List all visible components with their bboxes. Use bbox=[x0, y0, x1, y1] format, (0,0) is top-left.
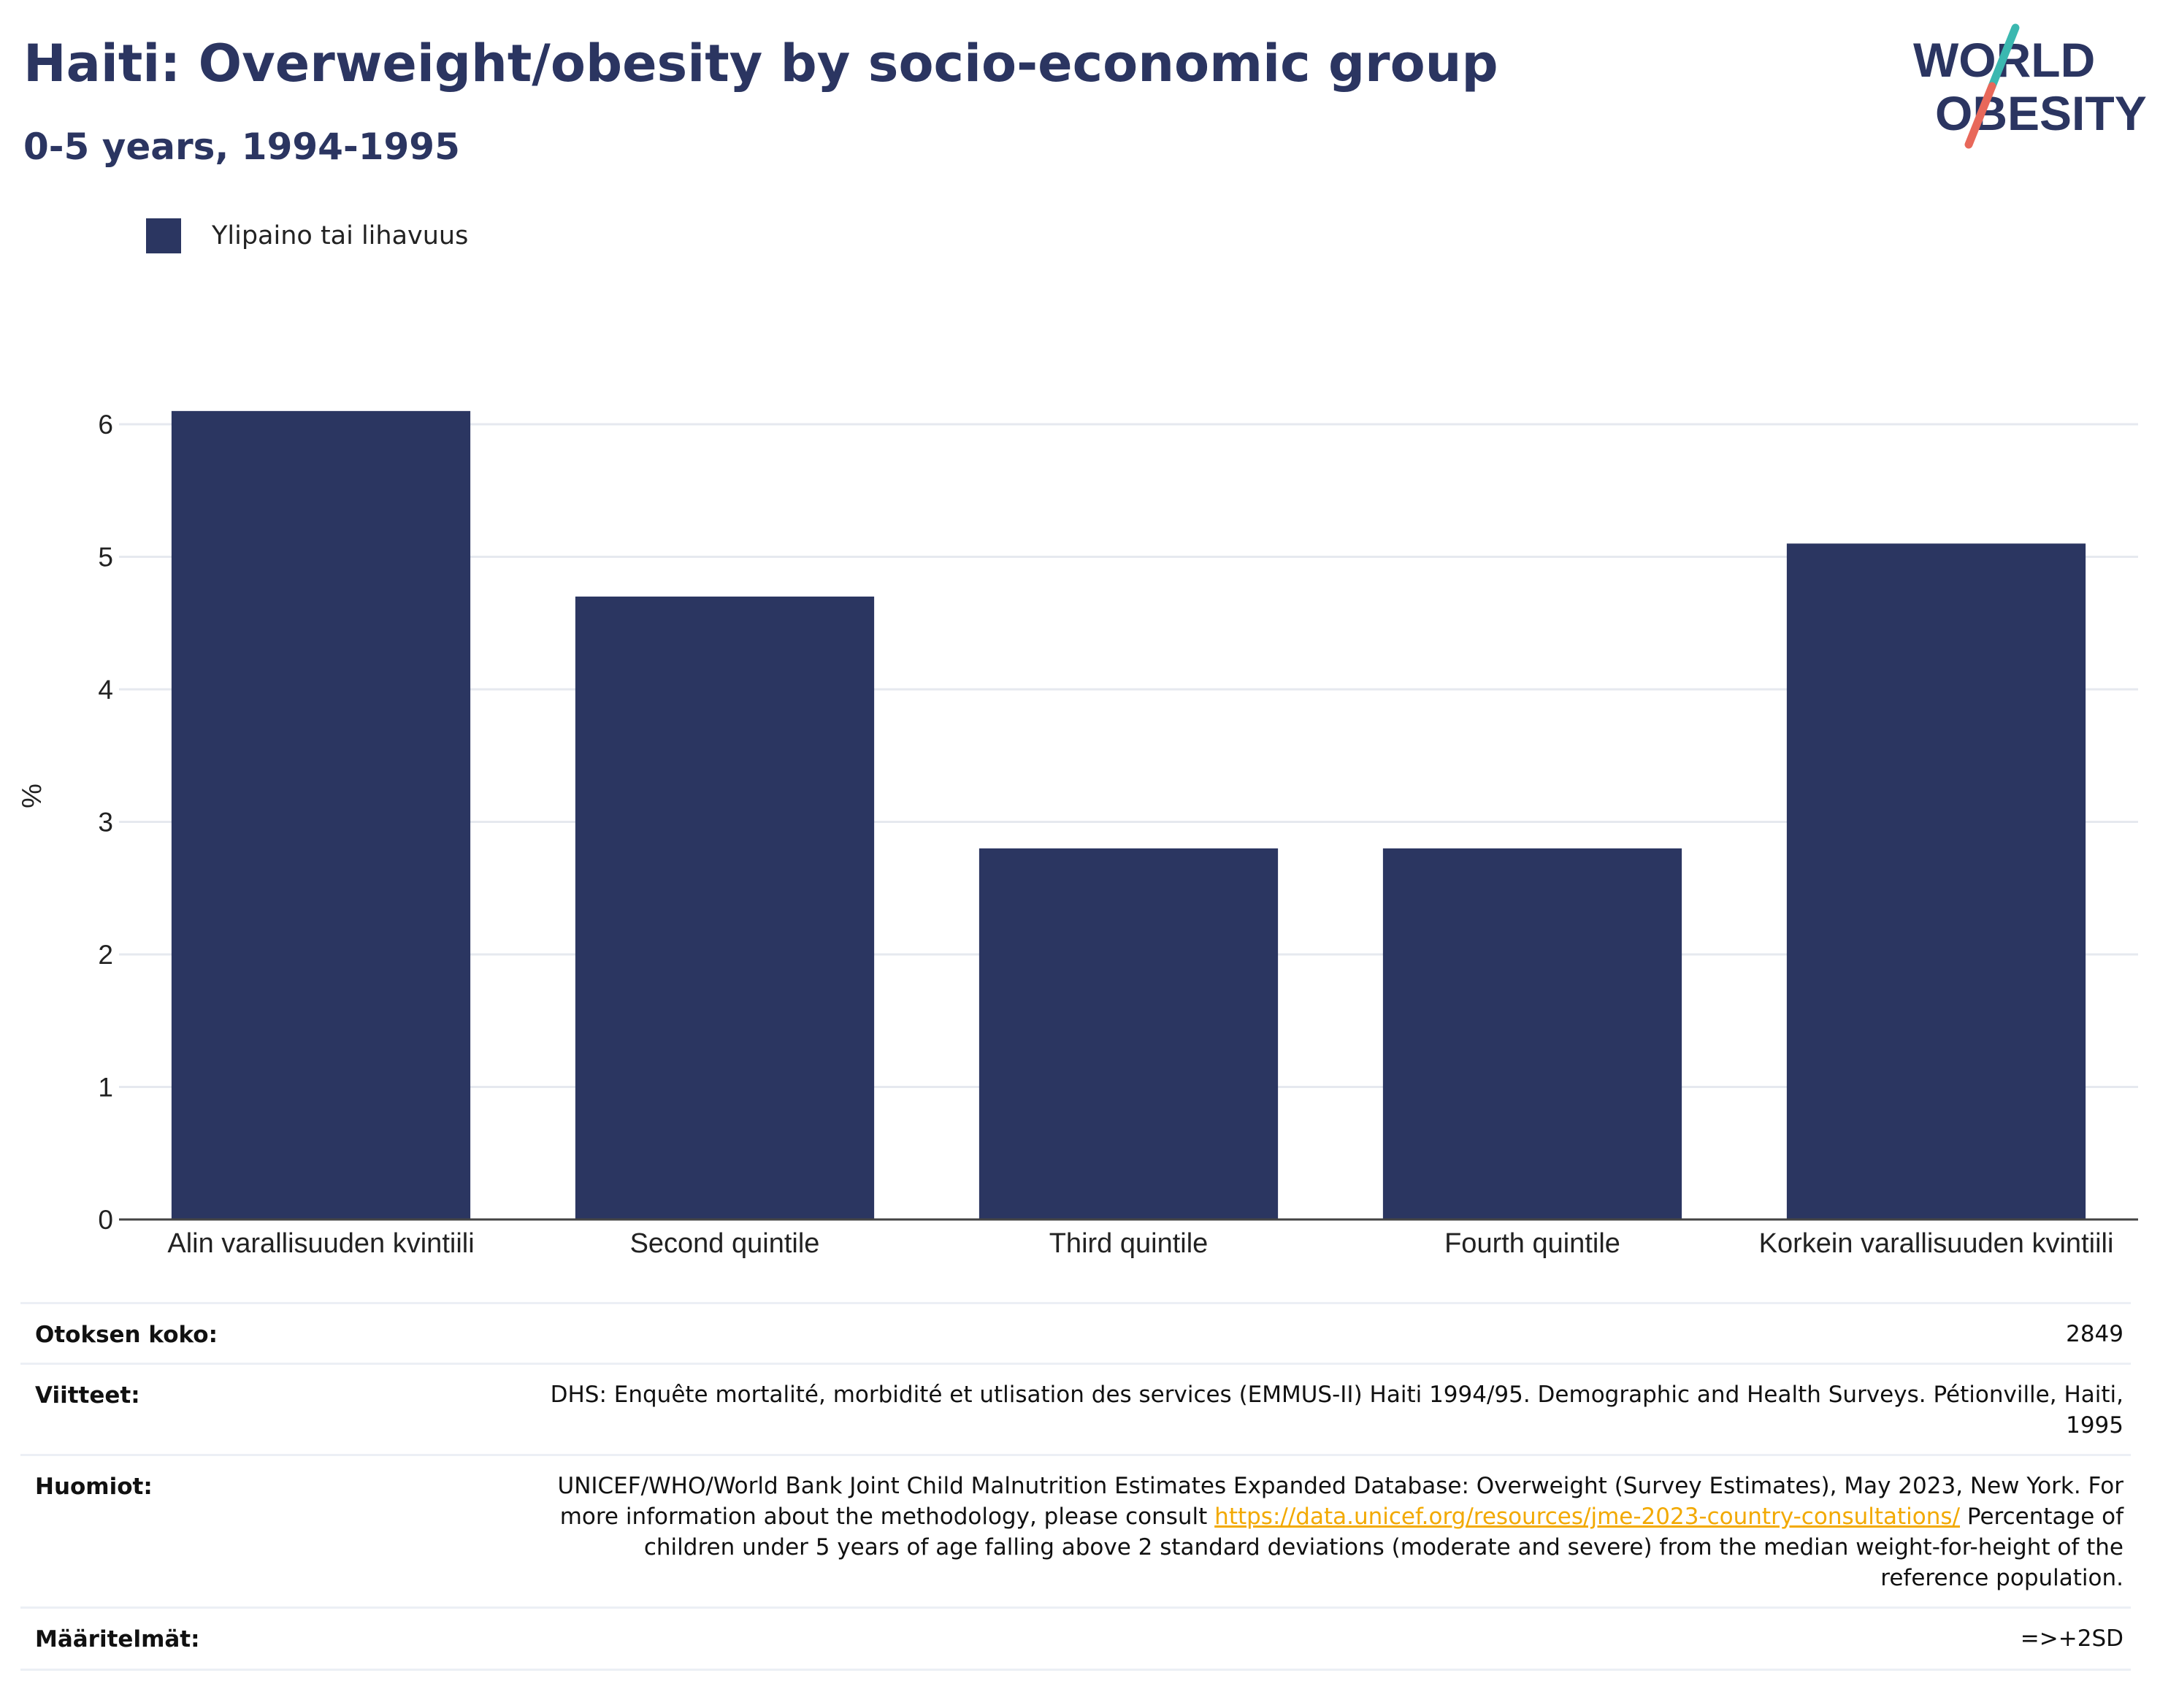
legend-label: Ylipaino tai lihavuus bbox=[212, 221, 469, 250]
x-tick-label: Fourth quintile bbox=[1444, 1228, 1620, 1259]
definitions-label: Määritelmät: bbox=[35, 1626, 200, 1653]
chart-subtitle: 0-5 years, 1994-1995 bbox=[23, 126, 460, 168]
x-tick-label: Third quintile bbox=[1049, 1228, 1209, 1259]
sample-size-label: Otoksen koko: bbox=[35, 1322, 218, 1348]
sample-size-value: 2849 bbox=[2066, 1321, 2123, 1347]
x-tick-label: Korkein varallisuuden kvintiili bbox=[1759, 1228, 2114, 1259]
notes-value: UNICEF/WHO/World Bank Joint Child Malnut… bbox=[546, 1471, 2124, 1593]
bar bbox=[171, 410, 471, 1219]
notes-text-start: UNICEF/WHO/World Bank Joint Child Malnut… bbox=[557, 1473, 2124, 1530]
chart-title: Haiti: Overweight/obesity by socio-econo… bbox=[23, 34, 1498, 93]
meta-row-notes: Huomiot: UNICEF/WHO/World Bank Joint Chi… bbox=[20, 1454, 2131, 1606]
x-tick-label: Alin varallisuuden kvintiili bbox=[167, 1228, 474, 1259]
bar bbox=[978, 848, 1279, 1219]
y-tick-label: 0 bbox=[98, 1205, 113, 1235]
references-label: Viitteet: bbox=[35, 1382, 140, 1409]
y-axis-title: % bbox=[17, 784, 47, 808]
x-tick-label: Second quintile bbox=[630, 1228, 820, 1259]
logo-slash-coral bbox=[1964, 82, 1996, 149]
x-ticks-layer: Alin varallisuuden kvintiili Second quint… bbox=[167, 1228, 2113, 1259]
legend-swatch bbox=[146, 218, 181, 253]
bar-chart: 0 1 2 3 4 5 6 Alin varallisuuden kvintiili Seco… bbox=[17, 410, 2138, 1259]
metadata-table: Otoksen koko: 2849 Viitteet: DHS: Enquêt… bbox=[20, 1302, 2131, 1671]
bars-layer bbox=[171, 410, 2086, 1219]
y-tick-label: 1 bbox=[98, 1073, 113, 1103]
logo-slash-teal bbox=[1988, 23, 2020, 91]
y-ticks-layer: 0 1 2 3 4 5 6 bbox=[98, 410, 113, 1235]
bar bbox=[1382, 848, 1682, 1219]
y-tick-label: 6 bbox=[98, 410, 113, 440]
methodology-link[interactable]: https://data.unicef.org/resources/jme-20… bbox=[1214, 1504, 1961, 1530]
y-tick-label: 2 bbox=[98, 940, 113, 970]
notes-label: Huomiot: bbox=[35, 1474, 153, 1500]
y-tick-label: 5 bbox=[98, 543, 113, 572]
bar bbox=[575, 596, 875, 1219]
references-value: DHS: Enquête mortalité, morbidité et utl… bbox=[550, 1382, 2123, 1439]
y-tick-label: 4 bbox=[98, 675, 113, 705]
notes-text-end: Percentage of children under 5 years of … bbox=[643, 1504, 2123, 1591]
definitions-value: =>+2SD bbox=[2020, 1625, 2123, 1652]
world-obesity-logo: WORLD OBESITY bbox=[1913, 23, 2147, 149]
bar bbox=[1786, 543, 2086, 1219]
y-tick-label: 3 bbox=[98, 808, 113, 838]
meta-row-references: Viitteet: DHS: Enquête mortalité, morbid… bbox=[20, 1363, 2131, 1454]
legend[interactable]: Ylipaino tai lihavuus bbox=[146, 216, 468, 256]
meta-row-sample-size: Otoksen koko: 2849 bbox=[20, 1302, 2131, 1363]
meta-row-definitions: Määritelmät: =>+2SD bbox=[20, 1606, 2131, 1671]
